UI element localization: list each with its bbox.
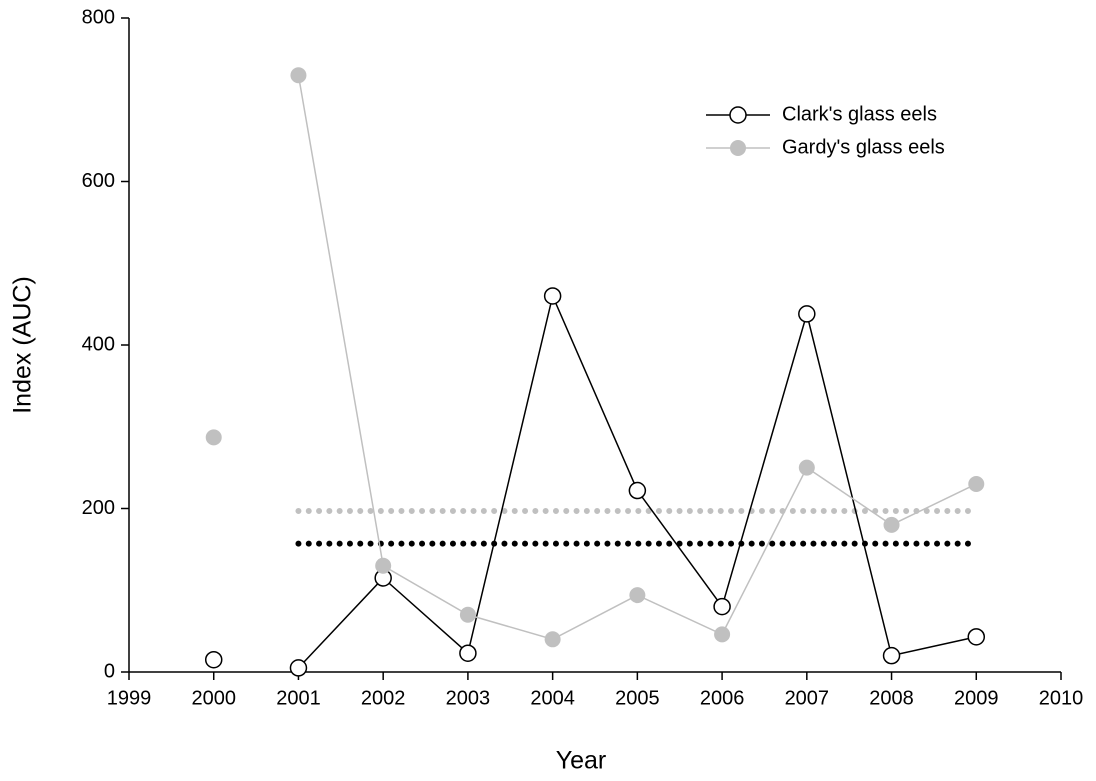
legend-marker [730, 140, 746, 156]
legend-label: Clark's glass eels [782, 103, 937, 125]
legend-marker [729, 106, 747, 124]
data-point [883, 516, 900, 533]
x-tick-label: 2002 [361, 687, 406, 709]
data-point [204, 650, 223, 669]
x-tick-label: 2004 [530, 687, 575, 709]
data-point [544, 631, 561, 648]
data-point [289, 659, 308, 677]
data-point [205, 429, 222, 446]
data-point [882, 646, 901, 665]
series-line [297, 75, 977, 641]
y-tick-label: 400 [82, 333, 115, 355]
y-tick-label: 600 [82, 170, 115, 192]
x-tick-label: 2007 [785, 687, 830, 709]
x-tick-label: 2010 [1039, 687, 1084, 709]
y-tick-label: 200 [82, 497, 115, 519]
x-tick-label: 2005 [615, 687, 660, 709]
data-point [968, 475, 985, 492]
legend-label: Gardy's glass eels [782, 136, 945, 158]
x-tick-label: 2000 [191, 687, 236, 709]
y-tick-label: 800 [82, 6, 115, 28]
x-axis-label: Year [556, 747, 607, 775]
data-point [290, 67, 307, 84]
x-tick-label: 2009 [954, 687, 999, 709]
x-tick-label: 2003 [446, 687, 491, 709]
x-tick-label: 2006 [700, 687, 745, 709]
y-tick-label: 0 [104, 660, 115, 682]
x-tick-label: 2001 [276, 687, 321, 709]
data-point [629, 587, 646, 604]
data-point [714, 626, 731, 643]
data-point [798, 459, 815, 476]
x-tick-label: 1999 [107, 687, 152, 709]
data-point [967, 628, 986, 646]
data-point [713, 597, 731, 616]
data-point [628, 481, 647, 500]
data-point [798, 305, 816, 323]
y-axis-label: Index (AUC) [9, 276, 37, 414]
x-tick-label: 2008 [869, 687, 914, 709]
data-point [543, 287, 562, 305]
data-point [375, 557, 392, 574]
data-point [459, 644, 477, 662]
data-point [459, 606, 476, 623]
